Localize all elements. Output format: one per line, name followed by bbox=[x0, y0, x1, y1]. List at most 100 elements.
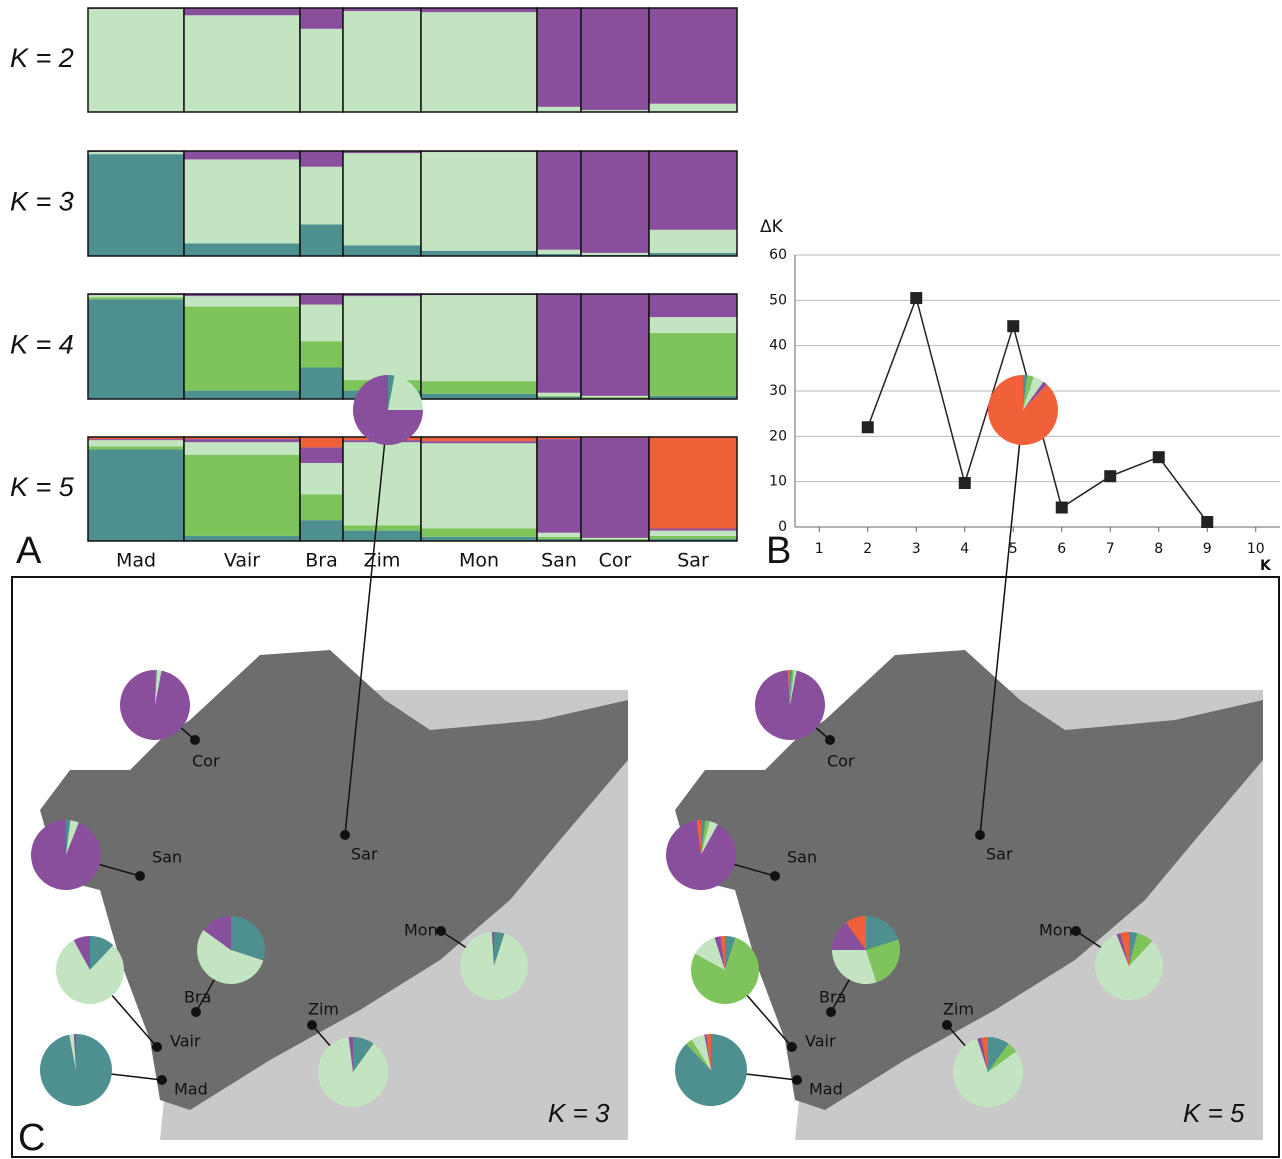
site-dot bbox=[307, 1020, 317, 1030]
site-label: Bra bbox=[184, 988, 211, 1007]
x-tick-label: 2 bbox=[863, 541, 872, 557]
ancestry-segment bbox=[184, 296, 300, 307]
ancestry-segment bbox=[649, 333, 737, 396]
ancestry-segment bbox=[184, 455, 300, 536]
site-dot bbox=[770, 871, 780, 881]
ancestry-segment bbox=[581, 397, 649, 398]
ancestry-segment bbox=[581, 151, 649, 253]
marker bbox=[910, 292, 922, 304]
site-label: Sar bbox=[986, 845, 1013, 864]
site-label: Cor bbox=[827, 752, 855, 771]
k-label: K = 5 bbox=[10, 472, 75, 502]
ancestry-segment bbox=[184, 536, 300, 541]
ancestry-segment bbox=[300, 437, 343, 447]
ancestry-segment bbox=[300, 225, 343, 257]
site-dot bbox=[787, 1042, 797, 1052]
site-label: San bbox=[787, 848, 817, 867]
ancestry-segment bbox=[88, 152, 184, 154]
marker bbox=[1153, 451, 1165, 463]
k-label: K = 2 bbox=[10, 43, 74, 73]
population-label: Bra bbox=[305, 550, 338, 572]
site-label: Cor bbox=[192, 752, 220, 771]
ancestry-segment bbox=[300, 520, 343, 541]
ancestry-segment bbox=[421, 381, 537, 394]
ancestry-segment bbox=[537, 393, 581, 396]
ancestry-segment bbox=[649, 437, 737, 529]
pie-wedge bbox=[40, 1034, 112, 1106]
figure: A B C K = 3 K = 5 K = 2K = 3K = 4K = 501… bbox=[0, 0, 1282, 1159]
ancestry-segment bbox=[300, 447, 343, 463]
x-tick-label: 1 bbox=[815, 541, 824, 557]
ancestry-segment bbox=[421, 295, 537, 381]
y-tick-label: 0 bbox=[778, 519, 787, 535]
ancestry-segment bbox=[649, 104, 737, 112]
ancestry-segment bbox=[300, 167, 343, 225]
y-tick-label: 60 bbox=[769, 247, 787, 263]
ancestry-segment bbox=[300, 29, 343, 112]
site-label: Mon bbox=[404, 921, 438, 940]
site-dot bbox=[340, 830, 350, 840]
site-dot bbox=[190, 735, 200, 745]
site-label: Vair bbox=[170, 1032, 201, 1051]
ancestry-segment bbox=[88, 299, 184, 399]
ancestry-segment bbox=[343, 246, 421, 257]
ancestry-segment bbox=[184, 391, 300, 399]
k-label: K = 4 bbox=[10, 330, 74, 360]
ancestry-segment bbox=[421, 441, 537, 443]
ancestry-segment bbox=[421, 394, 537, 399]
ancestry-segment bbox=[649, 529, 737, 531]
population-label: Vair bbox=[224, 550, 260, 572]
ancestry-segment bbox=[184, 151, 300, 159]
ancestry-segment bbox=[537, 250, 581, 254]
site-dot bbox=[826, 1007, 836, 1017]
marker bbox=[1104, 470, 1116, 482]
site-label: Sar bbox=[351, 845, 378, 864]
y-tick-label: 40 bbox=[769, 338, 787, 354]
site-label: Zim bbox=[943, 1000, 974, 1019]
ancestry-segment bbox=[581, 8, 649, 110]
site-label: Vair bbox=[805, 1032, 836, 1051]
ancestry-segment bbox=[184, 442, 300, 454]
x-tick-label: 7 bbox=[1106, 541, 1115, 557]
site-dot bbox=[825, 735, 835, 745]
y-tick-label: 20 bbox=[769, 428, 787, 444]
ancestry-segment bbox=[581, 253, 649, 255]
ancestry-segment bbox=[343, 11, 421, 112]
marker bbox=[1056, 502, 1068, 514]
ancestry-segment bbox=[300, 294, 343, 305]
x-tick-label: 6 bbox=[1057, 541, 1066, 557]
ancestry-segment bbox=[537, 294, 581, 393]
k-label: K = 3 bbox=[10, 187, 74, 217]
panel-letter: A bbox=[16, 530, 42, 572]
ancestry-segment bbox=[343, 153, 421, 245]
ancestry-segment bbox=[649, 151, 737, 230]
ancestry-segment bbox=[649, 317, 737, 333]
ancestry-segment bbox=[88, 449, 184, 541]
marker bbox=[1007, 320, 1019, 332]
map-label: K = 5 bbox=[1183, 1098, 1245, 1128]
ancestry-segment bbox=[581, 294, 649, 396]
x-tick-label: 3 bbox=[912, 541, 921, 557]
ancestry-segment bbox=[537, 533, 581, 537]
y-tick-label: 30 bbox=[769, 383, 787, 399]
site-label: Mon bbox=[1039, 921, 1073, 940]
ancestry-segment bbox=[88, 9, 184, 112]
ancestry-segment bbox=[300, 494, 343, 520]
ancestry-segment bbox=[537, 107, 581, 112]
ancestry-segment bbox=[343, 525, 421, 530]
ancestry-segment bbox=[184, 15, 300, 112]
ancestry-segment bbox=[421, 443, 537, 528]
x-tick-label: 10 bbox=[1247, 541, 1265, 557]
site-label: Mad bbox=[174, 1080, 208, 1099]
pie-wedge bbox=[988, 375, 1058, 445]
site-dot bbox=[792, 1075, 802, 1085]
marker bbox=[862, 421, 874, 433]
site-label: Bra bbox=[819, 988, 846, 1007]
ancestry-segment bbox=[300, 463, 343, 494]
ancestry-segment bbox=[184, 8, 300, 15]
ancestry-segment bbox=[343, 531, 421, 541]
ancestry-segment bbox=[421, 152, 537, 251]
ancestry-segment bbox=[184, 159, 300, 243]
ancestry-segment bbox=[649, 294, 737, 317]
ancestry-segment bbox=[649, 230, 737, 253]
